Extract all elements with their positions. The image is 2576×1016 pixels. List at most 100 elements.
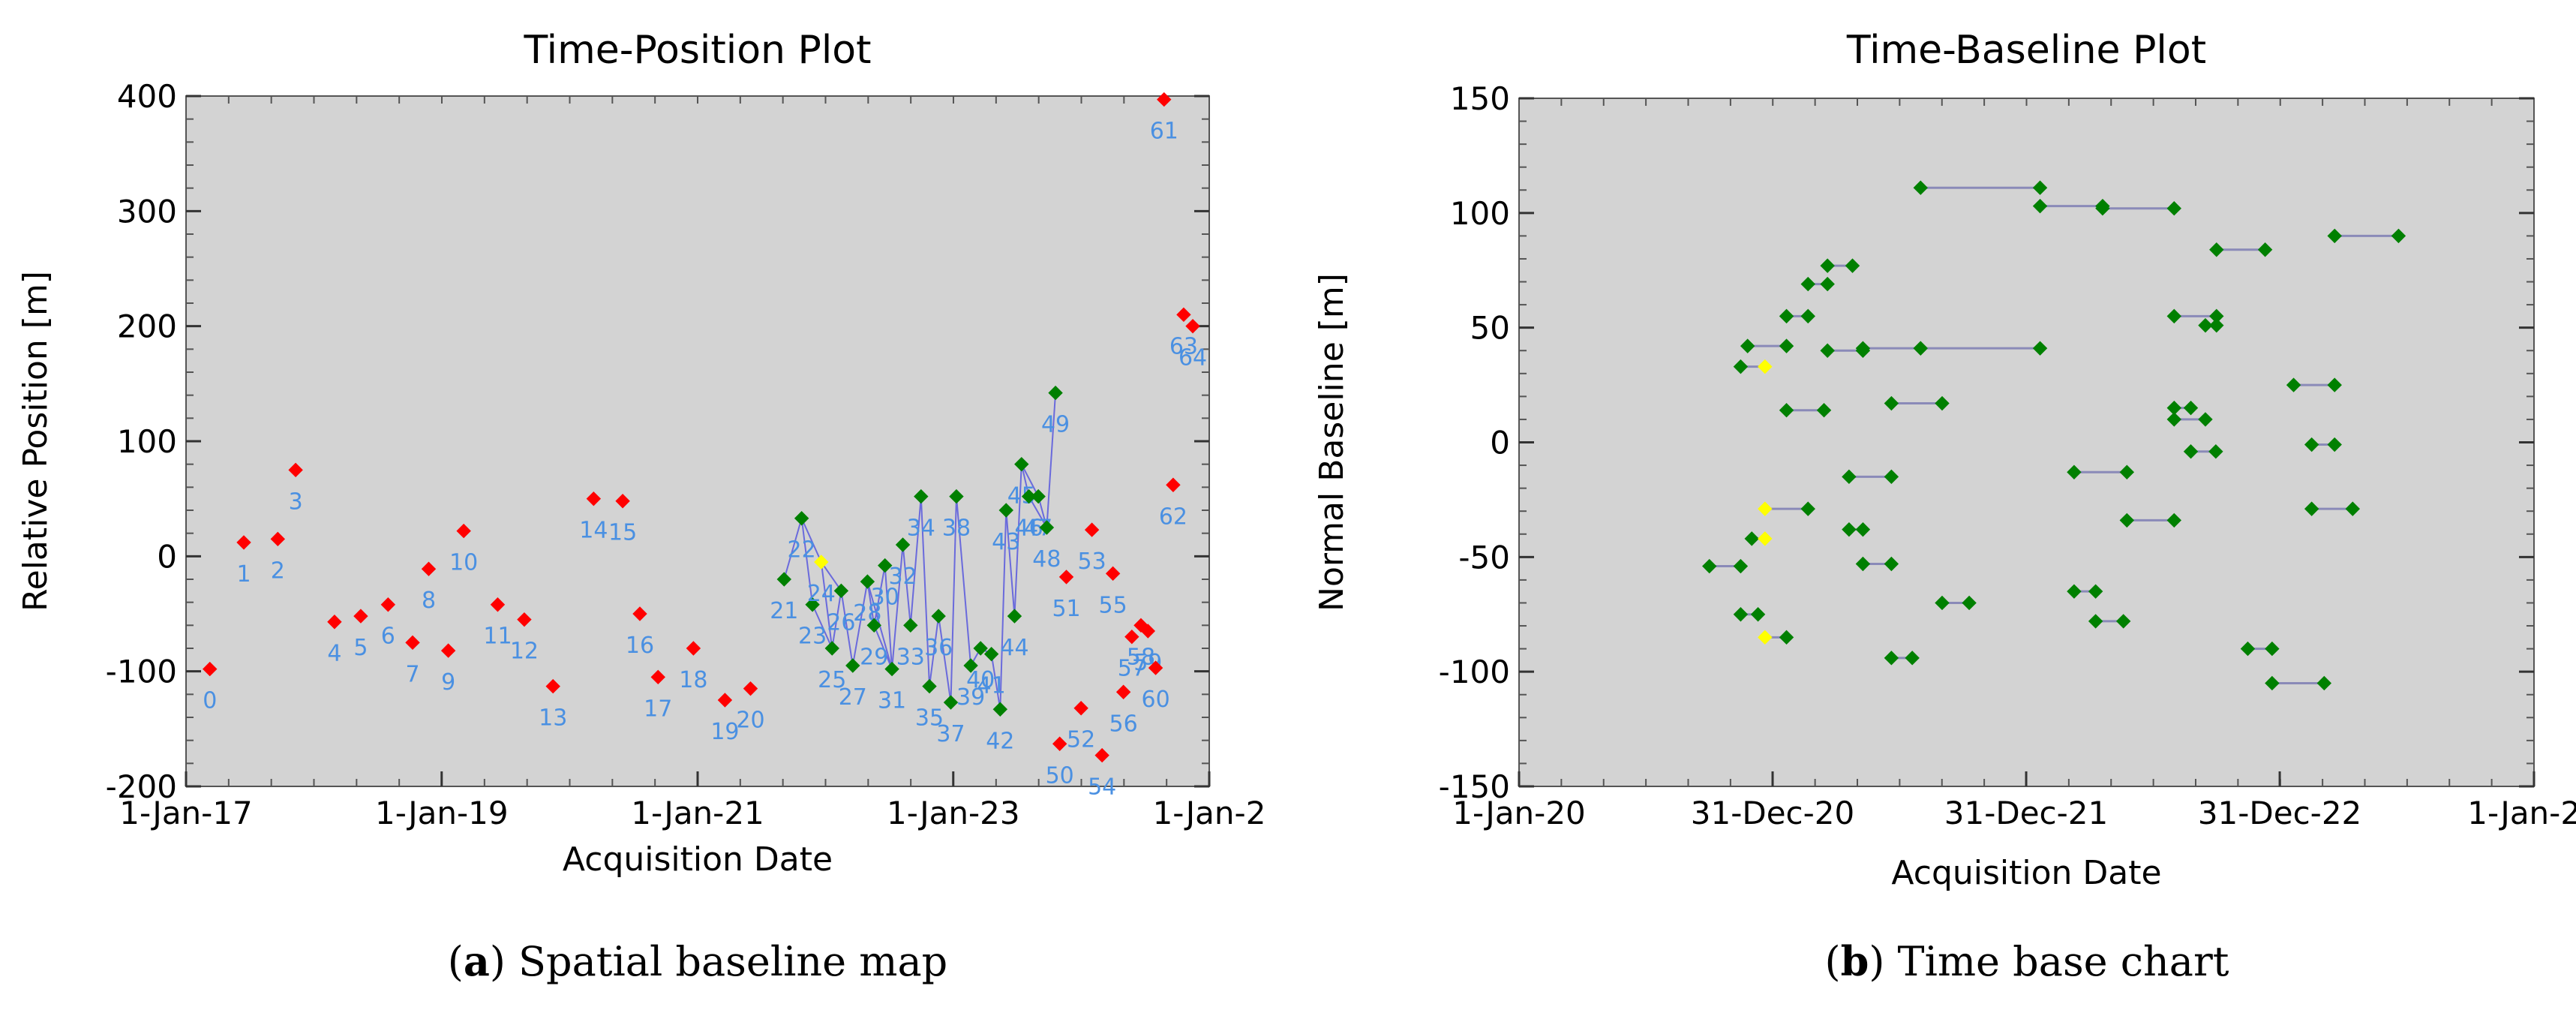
pair-start-point	[2265, 675, 2280, 691]
pair-end-point	[1816, 402, 1832, 418]
point-label: 43	[992, 529, 1020, 555]
baseline-link	[812, 604, 833, 649]
point-label: 29	[860, 644, 888, 670]
acquisition-point	[1185, 318, 1200, 334]
pair-start-point	[1779, 402, 1794, 418]
pair-start-point	[2327, 228, 2342, 244]
pair-end-point	[1935, 395, 1950, 411]
pair-start-point	[2183, 444, 2199, 459]
acquisition-point	[776, 572, 792, 587]
acquisition-point	[1166, 477, 1181, 492]
baseline-link	[891, 544, 904, 669]
x-tick-label: 31-Dec-20	[1691, 795, 1854, 831]
baseline-link	[955, 496, 972, 666]
baseline-link	[1028, 496, 1048, 528]
interferogram-pairs	[1702, 180, 2406, 691]
acquisition-point	[845, 658, 860, 673]
y-tick-label: 0	[1490, 425, 1510, 461]
acquisition-point	[686, 641, 701, 656]
baseline-link	[990, 654, 1001, 710]
pair-start-point	[2067, 584, 2082, 599]
acquisition-point	[1124, 629, 1139, 645]
acquisition-point	[805, 597, 820, 612]
x-axis-label: Acquisition Date	[563, 840, 833, 879]
pair-end-point	[1884, 556, 1899, 572]
baseline-link	[800, 518, 814, 605]
acquisition-point	[1148, 660, 1163, 675]
chart-title: Time-Position Plot	[523, 28, 871, 73]
x-tick-label: 1-Jan-2	[1153, 795, 1266, 831]
acquisition-point	[931, 609, 946, 624]
acquisition-point	[743, 681, 758, 696]
baseline-link	[1005, 510, 1016, 617]
acquisition-point	[895, 537, 911, 552]
acquisition-point	[421, 561, 437, 576]
point-label: 64	[1178, 345, 1207, 371]
point-label: 5	[353, 635, 368, 661]
pair-start-point	[1855, 341, 1871, 356]
baseline-link	[999, 510, 1007, 710]
point-label: 35	[915, 705, 944, 732]
point-label: 7	[405, 661, 419, 687]
point-label: 2	[271, 558, 285, 584]
y-tick-label: 100	[1450, 195, 1510, 232]
acquisition-point	[1084, 522, 1100, 537]
baseline-link	[831, 591, 842, 649]
acquisition-point	[545, 678, 560, 694]
point-label: 39	[956, 684, 985, 711]
pair-end-point	[2032, 180, 2048, 195]
pair-start-point	[1842, 522, 1857, 537]
plot-area	[1518, 98, 2535, 787]
point-label: 37	[936, 721, 965, 747]
acquisition-point	[914, 488, 929, 504]
acquisition-point	[650, 669, 665, 685]
plot-area	[185, 95, 1210, 787]
baseline-link	[902, 544, 911, 626]
pair-end-point	[1905, 651, 1920, 666]
baseline-link	[1020, 464, 1040, 497]
acquisition-point	[794, 511, 809, 526]
point-label: 4	[327, 641, 341, 667]
pair-end-point	[2257, 242, 2273, 257]
pair-end-point	[1800, 308, 1815, 324]
x-tick-label: 1-Jan-23	[887, 795, 1020, 831]
baseline-link	[1046, 392, 1057, 528]
pair-start-point	[1744, 531, 1759, 546]
pair-end-point	[2119, 464, 2135, 479]
pair-end-point	[1962, 595, 1977, 611]
captions: (a) Spatial baseline map (b) Time base ch…	[448, 937, 2229, 985]
acquisition-point	[973, 641, 988, 656]
point-label: 26	[827, 609, 855, 636]
pair-end-point	[2209, 317, 2224, 333]
acquisition-point	[814, 555, 829, 570]
pair-start-point	[1935, 595, 1950, 611]
pair-end-point	[1733, 558, 1749, 574]
point-label: 22	[788, 537, 816, 564]
pair-start-point	[1800, 276, 1815, 292]
point-label: 13	[539, 705, 567, 732]
pair-end-point	[2032, 341, 2048, 356]
point-label: 41	[977, 673, 1006, 699]
acquisition-point	[998, 503, 1013, 518]
acquisition-point	[884, 661, 899, 677]
pair-end-point	[2088, 584, 2103, 599]
pair-start-point	[1733, 607, 1749, 622]
point-label: 1	[236, 561, 251, 588]
pair-end-point	[2166, 201, 2181, 216]
point-label: 6	[381, 624, 395, 650]
pair-end-point	[2208, 444, 2223, 459]
acquisition-point	[1007, 609, 1022, 624]
acquisition-point	[903, 618, 918, 633]
acquisition-point	[963, 658, 978, 673]
pair-start-point	[1884, 651, 1899, 666]
pair-start-point	[1779, 308, 1794, 324]
point-label: 17	[644, 696, 672, 722]
acquisition-point	[992, 702, 1008, 717]
pair-end-point	[2166, 513, 2181, 528]
baseline-link	[920, 496, 931, 687]
pair-start-point	[1820, 343, 1835, 358]
pair-end-point	[1800, 501, 1815, 516]
point-label: 56	[1109, 711, 1138, 737]
point-label: 34	[907, 516, 935, 542]
